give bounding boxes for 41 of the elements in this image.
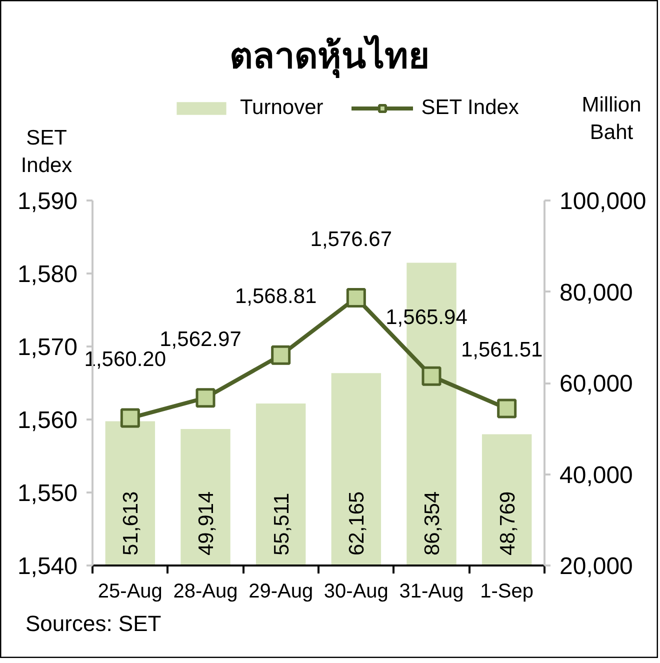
y2-tick-label: 60,000 — [560, 370, 633, 398]
point — [271, 345, 291, 365]
data-label: 1,568.81 — [234, 285, 317, 308]
y-tick-label: 1,590 — [17, 188, 78, 215]
y-tick-label: 1,560 — [17, 407, 78, 434]
x-tick-label: 30-Aug — [324, 580, 388, 602]
legend-label: Turnover — [240, 96, 324, 120]
data-label: 1,561.51 — [460, 338, 543, 362]
point — [196, 388, 216, 408]
data-label: 51,613 — [120, 491, 143, 556]
data-label: 1,560.20 — [84, 348, 166, 372]
x-tick-label: 31-Aug — [399, 580, 464, 602]
y-tick-label: 1,570 — [17, 334, 78, 361]
y2-tick-label: 20,000 — [560, 553, 633, 580]
y-tick-label: 1,580 — [17, 261, 78, 288]
data-label: 55,511 — [270, 492, 294, 556]
data-label: 1,565.94 — [386, 306, 468, 330]
y2-tick-label: 80,000 — [560, 279, 633, 306]
data-label: 86,354 — [421, 490, 444, 556]
y2-tick-label: 40,000 — [560, 462, 633, 489]
x-tick-label: 28-Aug — [173, 580, 238, 602]
y2-tick-label: 100,000 — [560, 188, 646, 215]
point — [422, 366, 442, 386]
point — [497, 398, 517, 418]
point — [346, 288, 366, 308]
source-note: Sources: SET — [26, 611, 162, 636]
legend-label: SET Index — [421, 96, 519, 120]
y-axis-title: SET Index — [20, 126, 73, 178]
point — [120, 408, 140, 428]
x-tick-label: 1-Sep — [480, 580, 534, 602]
x-tick-label: 25-Aug — [98, 580, 162, 602]
chart-title: ตลาดหุ้นไทย — [230, 34, 430, 79]
data-label: 49,914 — [195, 490, 218, 556]
x-tick-label: 29-Aug — [248, 580, 314, 602]
data-label: 1,562.97 — [160, 328, 242, 351]
data-label: 48,769 — [496, 491, 520, 556]
y-tick-label: 1,550 — [17, 480, 78, 507]
data-label: 62,165 — [346, 491, 369, 556]
data-label: 1,576.67 — [310, 228, 392, 251]
y-tick-label: 1,540 — [17, 553, 78, 580]
y2-axis-title: Million Baht — [582, 94, 642, 144]
